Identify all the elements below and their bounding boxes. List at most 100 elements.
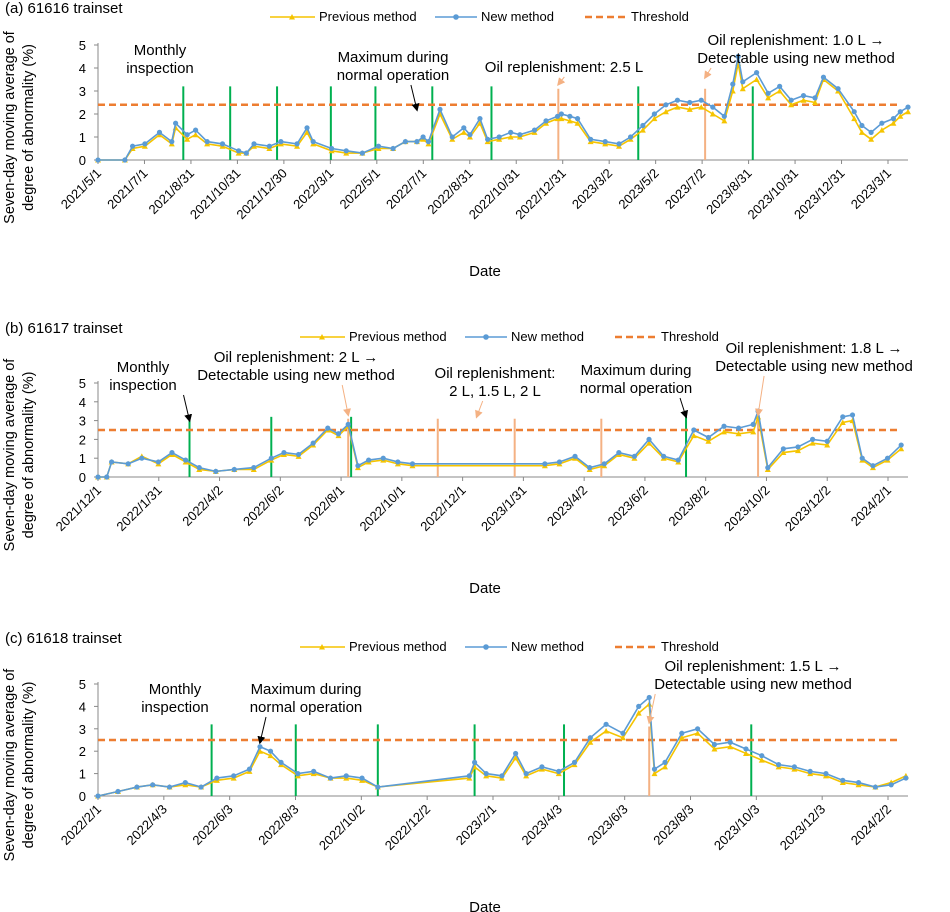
new-method-point [710, 104, 716, 110]
new-method-point [169, 139, 175, 145]
new-method-point [711, 741, 718, 748]
new-method-point [304, 125, 310, 131]
new-method-point [616, 141, 622, 147]
new-method-point [631, 453, 638, 459]
new-method-point [542, 461, 548, 467]
new-method-point [705, 434, 712, 441]
new-method-point [134, 784, 140, 790]
x-tick-label: 2022/10/1 [356, 483, 408, 535]
previous-method-point [267, 752, 274, 759]
new-method-point [859, 455, 865, 461]
annotation-arrow [410, 84, 420, 112]
new-method-point [437, 106, 443, 112]
annotation-text: Detectable using new method [654, 676, 852, 693]
annotation-arrow [257, 716, 267, 745]
annotation-text: normal operation [580, 380, 693, 397]
new-method-line [98, 408, 902, 478]
new-method-point [173, 120, 179, 126]
legend-new-marker [483, 334, 489, 340]
legend-new-marker [483, 644, 489, 650]
new-method-point [727, 739, 733, 745]
previous-method-point [674, 104, 681, 110]
x-tick-label: 2022/7/1 [383, 166, 429, 212]
new-method-point [740, 79, 746, 85]
new-method-point [343, 773, 349, 779]
new-method-point [571, 759, 578, 766]
new-method-point [243, 150, 249, 156]
new-method-point [859, 122, 865, 129]
y-axis-label: Seven-day moving average of [2, 668, 18, 862]
x-tick-label: 2023/4/3 [519, 802, 565, 848]
panel-title: (b) 61617 trainset [5, 320, 123, 337]
previous-method-point [651, 770, 658, 777]
new-method-point [169, 449, 175, 456]
new-method-point [691, 427, 697, 433]
y-tick-label: 1 [79, 130, 86, 145]
new-method-point [812, 95, 818, 101]
previous-method-point [639, 127, 646, 133]
x-tick-label: 2023/12/31 [791, 166, 848, 223]
new-method-point [905, 104, 911, 110]
new-method-point [554, 113, 561, 119]
new-method-point [485, 136, 491, 142]
x-tick-label: 2024/2/1 [848, 483, 894, 529]
previous-method-point [460, 129, 467, 135]
new-method-point [343, 148, 349, 154]
previous-method-point [711, 745, 718, 752]
y-tick-label: 4 [79, 699, 86, 714]
new-method-point [122, 157, 128, 163]
legend-new-marker [453, 14, 459, 20]
new-method-point [903, 775, 909, 781]
new-method-point [531, 127, 538, 133]
new-method-point [266, 143, 272, 149]
x-tick-label: 2022/8/1 [301, 483, 347, 529]
previous-method-point [897, 113, 904, 119]
new-method-point [461, 125, 467, 131]
legend-previous-marker [319, 334, 325, 340]
new-method-point [765, 465, 771, 471]
previous-method-point [788, 101, 795, 108]
new-method-point [192, 127, 199, 133]
new-method-point [219, 141, 226, 147]
new-method-point [231, 773, 237, 779]
y-tick-label: 1 [79, 451, 86, 466]
y-tick-label: 0 [79, 789, 86, 804]
y-tick-label: 3 [79, 414, 86, 429]
y-axis-label: Seven-day moving average of [2, 358, 18, 552]
new-method-point [183, 457, 189, 463]
new-method-point [95, 474, 101, 480]
annotation-text: inspection [109, 377, 177, 394]
previous-method-point [192, 131, 199, 138]
new-method-point [543, 118, 549, 124]
x-tick-label: 2022/3/1 [290, 166, 336, 212]
new-method-point [572, 453, 578, 459]
annotation-text: Maximum during [338, 49, 449, 66]
x-tick-label: 2021/12/1 [53, 483, 105, 535]
previous-method-point [705, 438, 712, 444]
x-tick-label: 2022/12/2 [382, 802, 434, 854]
new-method-point [251, 141, 257, 147]
y-axis-label: degree of abnormality (%) [21, 682, 37, 849]
new-method-point [129, 143, 136, 149]
y-tick-label: 0 [79, 470, 86, 485]
y-tick-label: 4 [79, 61, 86, 76]
annotation-text: Oil replenishment: 1.8 L → [725, 340, 902, 357]
new-method-point [156, 129, 163, 135]
new-method-point [104, 474, 110, 480]
new-method-point [675, 457, 681, 463]
x-tick-label: 2023/3/2 [569, 166, 615, 212]
new-method-point [695, 726, 701, 732]
new-method-point [587, 735, 593, 741]
new-method-point [849, 412, 856, 418]
new-method-point [425, 139, 432, 145]
annotation-arrow [557, 76, 566, 86]
new-method-point [325, 425, 331, 431]
new-method-point [736, 425, 742, 431]
new-method-point [294, 141, 300, 147]
previous-method-point [587, 739, 594, 745]
new-method-point [198, 784, 204, 790]
x-tick-label: 2022/12/31 [512, 166, 569, 223]
new-method-point [496, 134, 502, 140]
new-method-point [835, 86, 841, 92]
previous-method-point [184, 136, 191, 142]
